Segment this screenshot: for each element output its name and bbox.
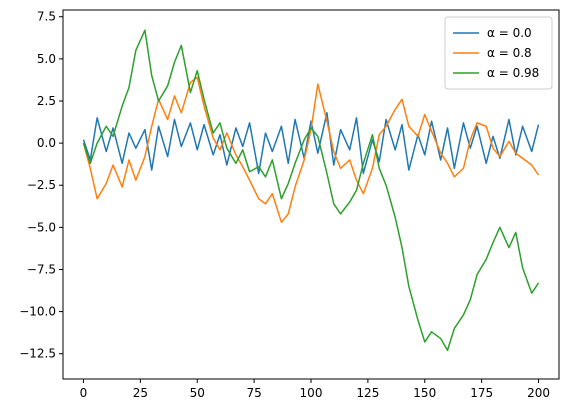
legend-label: α = 0.8	[487, 46, 532, 60]
y-axis-ticks: 7.5 5.0 2.5 0.0 −2.5 −5.0 −7.5 −10.0 −12.5	[19, 10, 63, 361]
y-tick-label: 5.0	[37, 52, 56, 66]
series-layer	[82, 29, 540, 352]
x-tick-label: 0	[80, 386, 88, 400]
x-tick-label: 175	[470, 386, 493, 400]
y-tick-label: 0.0	[37, 136, 56, 150]
x-tick-label: 150	[413, 386, 436, 400]
x-tick-label: 50	[190, 386, 205, 400]
y-tick-label: 2.5	[37, 94, 56, 108]
series-line-0	[82, 112, 540, 175]
legend-label: α = 0.0	[487, 26, 532, 40]
y-tick-label: −2.5	[27, 178, 56, 192]
legend-box	[444, 16, 553, 90]
legend: α = 0.0 α = 0.8 α = 0.98	[444, 16, 553, 90]
y-tick-label: −7.5	[27, 262, 56, 276]
y-tick-label: −10.0	[19, 305, 56, 319]
x-tick-label: 125	[356, 386, 379, 400]
x-axis-ticks: 0 25 50 75 100 125 150 175 200	[80, 379, 550, 400]
y-tick-label: 7.5	[37, 10, 56, 24]
x-tick-label: 75	[246, 386, 261, 400]
legend-label: α = 0.98	[487, 66, 539, 80]
x-tick-label: 200	[527, 386, 550, 400]
y-tick-label: −12.5	[19, 347, 56, 361]
x-tick-label: 25	[133, 386, 148, 400]
y-tick-label: −5.0	[27, 220, 56, 234]
x-tick-label: 100	[300, 386, 323, 400]
series-line-2	[82, 29, 540, 352]
